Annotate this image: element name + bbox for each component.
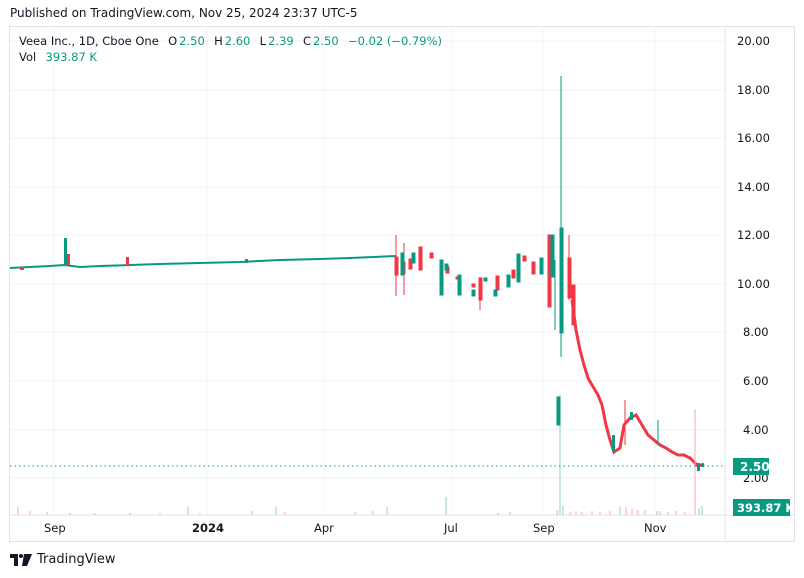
volume-badge xyxy=(733,499,790,516)
time-tick: Apr xyxy=(314,521,334,535)
price-tick: 12.00 xyxy=(737,228,770,242)
price-tick: 4.00 xyxy=(743,423,769,437)
volume-bars xyxy=(17,395,703,515)
price-scale[interactable]: 20.00 18.00 16.00 14.00 12.00 10.00 8.00… xyxy=(737,34,770,485)
open-value: 2.50 xyxy=(179,34,205,48)
tradingview-logo-icon xyxy=(10,553,32,566)
high-label: H xyxy=(214,34,223,48)
low-value: 2.39 xyxy=(268,34,294,48)
tradingview-brand[interactable]: TradingView xyxy=(37,552,116,567)
price-tick: 6.00 xyxy=(743,374,769,388)
published-caption: Published on TradingView.com, Nov 25, 20… xyxy=(10,6,358,20)
volume-label[interactable]: Vol xyxy=(19,50,37,64)
ohlc-row: Veea Inc., 1D, Cboe One O 2.50 H 2.60 L 2.3… xyxy=(19,33,444,49)
time-tick: Nov xyxy=(644,521,667,535)
footer: TradingView xyxy=(10,552,116,567)
candles xyxy=(9,76,705,478)
price-tick: 8.00 xyxy=(743,325,769,339)
price-tick: 10.00 xyxy=(737,277,770,291)
time-tick: Sep xyxy=(533,521,555,535)
high-value: 2.60 xyxy=(224,34,251,48)
last-price-badge xyxy=(733,458,769,475)
time-scale[interactable]: Sep 2024 Apr Jul Sep Nov xyxy=(44,521,667,535)
time-tick: Jul xyxy=(443,521,458,535)
grid xyxy=(10,27,725,515)
volume-badge-text: 393.87 K xyxy=(737,501,795,515)
change-value: −0.02 (−0.79%) xyxy=(347,34,443,48)
price-tick: 16.00 xyxy=(737,131,770,145)
price-tick: 20.00 xyxy=(737,34,770,48)
chart-legend: Veea Inc., 1D, Cboe One O 2.50 H 2.60 L 2.3… xyxy=(19,33,444,65)
volume-row: Vol 393.87 K xyxy=(19,49,444,65)
close-value: 2.50 xyxy=(313,34,339,48)
price-tick: 18.00 xyxy=(737,83,770,97)
last-price-badge-text: 2.50 xyxy=(740,460,770,474)
symbol-label[interactable]: Veea Inc., 1D, Cboe One xyxy=(19,34,159,48)
time-tick: 2024 xyxy=(192,521,224,535)
low-label: L xyxy=(259,34,267,48)
close-label: C xyxy=(303,34,312,48)
open-label: O xyxy=(168,34,178,48)
volume-value: 393.87 K xyxy=(45,50,97,64)
price-tick: 14.00 xyxy=(737,180,770,194)
time-tick: Sep xyxy=(44,521,66,535)
